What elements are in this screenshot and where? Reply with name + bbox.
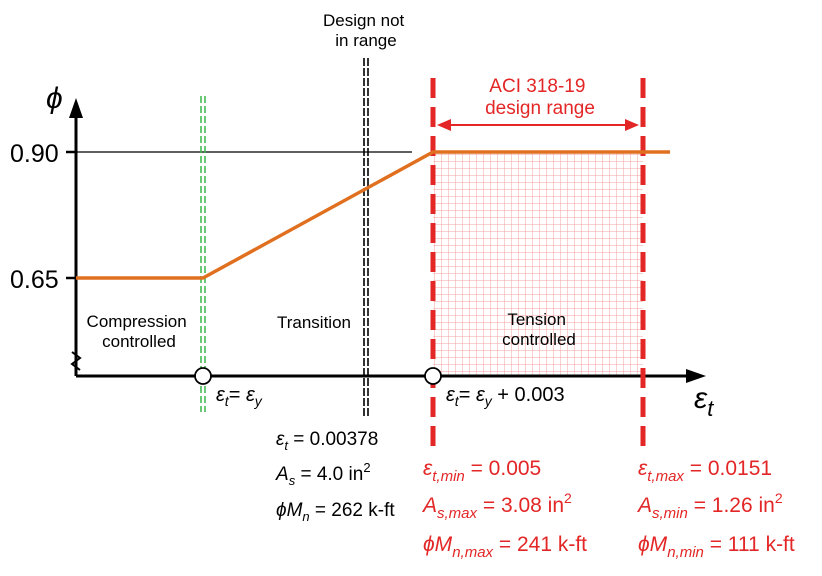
dnr-moment-value: ϕMn = 262 k-ft (276, 500, 395, 524)
dnr-area-value: As = 4.0 in2 (275, 460, 371, 488)
y-axis-symbol-phi: ϕ (46, 82, 63, 115)
eps-tension-marker-label: εt= εy + 0.003 (446, 384, 565, 409)
x-axis-arrowhead (686, 369, 706, 383)
transition-label: Transition (277, 313, 351, 332)
eps-y-marker-circle (194, 367, 212, 385)
aci-design-range-title: ACI 318-19 design range (485, 76, 595, 119)
axis-break-symbol (70, 351, 82, 371)
dnr-eps-value: εt = 0.00378 (276, 429, 378, 453)
y-axis-arrowhead (69, 98, 83, 118)
phi-curve (76, 150, 670, 280)
tick-label-065: 0.65 (10, 266, 59, 294)
design-range-arrowhead-left (437, 119, 451, 131)
aci-moment-min-value: ϕMn,min = 111 k-ft (638, 533, 795, 561)
eps-tension-marker-circle (424, 367, 442, 385)
tension-controlled-label: Tension controlled (502, 310, 576, 349)
aci-eps-min-value: εt,min = 0.005 (423, 457, 541, 485)
design-range-arrowhead-right (625, 119, 639, 131)
design-not-in-range-title: Design not in range (323, 11, 409, 50)
x-axis-symbol-eps: εt (694, 382, 714, 421)
aci-moment-max-value: ϕMn,max = 241 k-ft (423, 533, 587, 561)
aci-area-max-value: As,max = 3.08 in2 (421, 490, 572, 522)
tension-hatched-region (433, 152, 643, 376)
tick-label-090: 0.90 (10, 140, 59, 168)
aci-eps-max-value: εt,max = 0.0151 (638, 457, 772, 485)
aci-area-min-value: As,min = 1.26 in2 (636, 490, 783, 522)
eps-y-marker-label: εt= εy (216, 384, 263, 409)
compression-controlled-label: Compression controlled (87, 312, 192, 351)
